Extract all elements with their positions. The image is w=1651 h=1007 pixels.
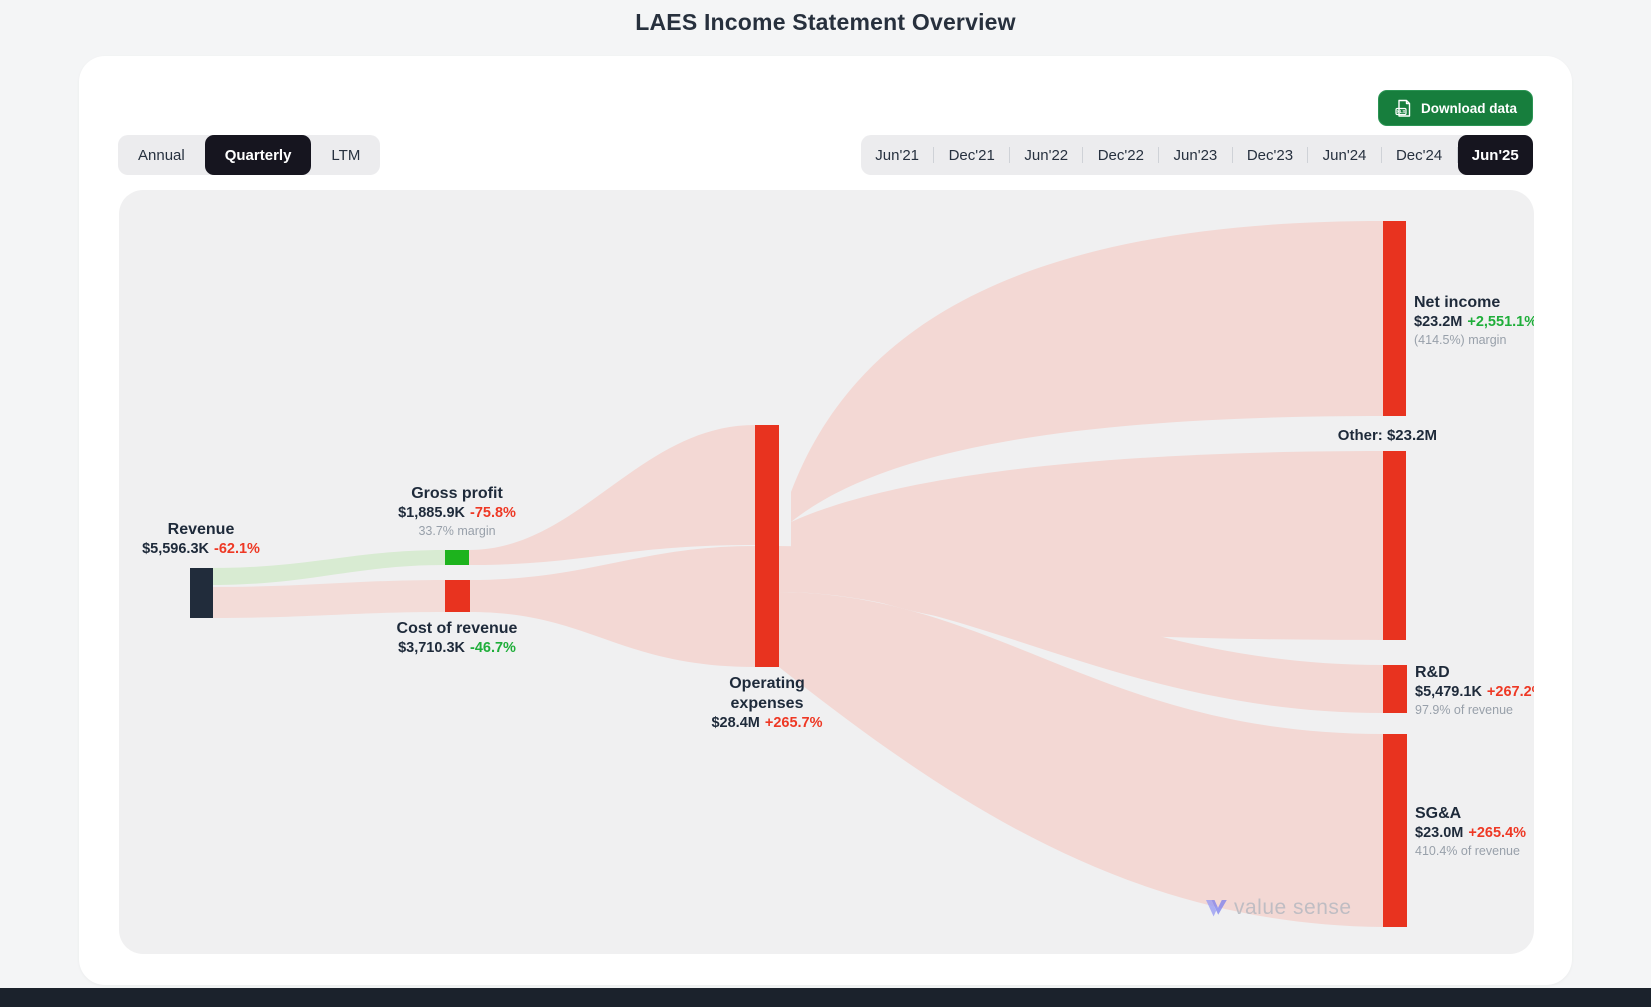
sankey-flows xyxy=(190,221,1407,927)
download-data-label: Download data xyxy=(1420,100,1517,116)
node-revenue[interactable] xyxy=(190,568,213,618)
sga-label: SG&A $23.0M +265.4% 410.4% of revenue xyxy=(1415,805,1527,858)
node-net-income[interactable] xyxy=(1383,221,1406,416)
value-sense-v-icon xyxy=(1205,899,1228,918)
tab-jun24[interactable]: Jun'24 xyxy=(1322,146,1367,164)
node-other[interactable] xyxy=(1383,451,1406,640)
tab-separator xyxy=(1456,147,1458,163)
tab-separator xyxy=(1307,147,1309,163)
operating-expenses-label: Operating expenses $28.4M +265.7% xyxy=(711,675,823,731)
node-gross-profit[interactable] xyxy=(445,550,469,565)
chart-card: XLS Download data Annual Quarterly LTM J… xyxy=(79,56,1572,985)
net-income-label: Net income $23.2M +2,551.1% (414.5%) marg… xyxy=(1414,294,1534,347)
tab-separator xyxy=(1009,147,1011,163)
xls-file-icon: XLS xyxy=(1394,99,1413,118)
flow-cost-of-revenue-opex xyxy=(470,546,755,667)
bottom-dark-strip xyxy=(0,988,1651,1007)
tab-jun21[interactable]: Jun'21 xyxy=(875,146,920,164)
sankey-chart: Revenue $5,596.3K -62.1% Gross profit $1,… xyxy=(119,190,1534,954)
watermark-text: value sense xyxy=(1234,896,1352,919)
node-cost-of-revenue[interactable] xyxy=(445,580,470,612)
date-tabs: Jun'21 Dec'21 Jun'22 Dec'22 Jun'23 Dec'2… xyxy=(861,135,1533,175)
other-node-label: Other: $23.2M xyxy=(1337,427,1437,444)
flow-opex-rnd xyxy=(779,546,1383,713)
flow-revenue-gross-profit xyxy=(213,550,445,585)
tab-dec23[interactable]: Dec'23 xyxy=(1246,146,1294,164)
tab-jun23[interactable]: Jun'23 xyxy=(1173,146,1218,164)
tab-jun25[interactable]: Jun'25 xyxy=(1457,135,1533,175)
tab-separator xyxy=(1231,147,1233,163)
flow-opex-sga xyxy=(779,592,1383,927)
value-sense-watermark: value sense xyxy=(1205,896,1352,920)
tab-dec24[interactable]: Dec'24 xyxy=(1395,146,1443,164)
node-rnd[interactable] xyxy=(1383,665,1407,713)
rnd-label: R&D $5,479.1K+267.2% 97.9% of revenue xyxy=(1415,664,1534,717)
period-option-quarterly[interactable]: Quarterly xyxy=(204,135,312,175)
period-option-ltm[interactable]: LTM xyxy=(331,146,361,164)
flow-other-net-income-upper xyxy=(791,221,1383,522)
flow-gross-profit-opex xyxy=(469,425,755,565)
flow-revenue-cost-of-revenue xyxy=(213,580,445,618)
tab-jun22[interactable]: Jun'22 xyxy=(1024,146,1069,164)
node-operating-expenses[interactable] xyxy=(755,425,779,667)
period-option-annual[interactable]: Annual xyxy=(138,146,185,164)
cost-of-revenue-label: Cost of revenue $3,710.3K -46.7% xyxy=(396,620,518,656)
tab-dec21[interactable]: Dec'21 xyxy=(948,146,995,164)
tab-separator xyxy=(1380,147,1382,163)
svg-text:XLS: XLS xyxy=(1397,109,1406,114)
tab-dec22[interactable]: Dec'22 xyxy=(1097,146,1144,164)
download-data-button[interactable]: XLS Download data xyxy=(1378,90,1533,126)
gross-profit-label: Gross profit $1,885.9K -75.8% 33.7% margi… xyxy=(398,485,516,538)
node-sga[interactable] xyxy=(1383,734,1407,927)
tab-separator xyxy=(1082,147,1084,163)
tab-separator xyxy=(933,147,935,163)
revenue-label: Revenue $5,596.3K -62.1% xyxy=(142,521,260,557)
page-title: LAES Income Statement Overview xyxy=(635,9,1016,35)
period-toggle: Annual Quarterly LTM xyxy=(118,135,381,175)
tab-separator xyxy=(1158,147,1160,163)
